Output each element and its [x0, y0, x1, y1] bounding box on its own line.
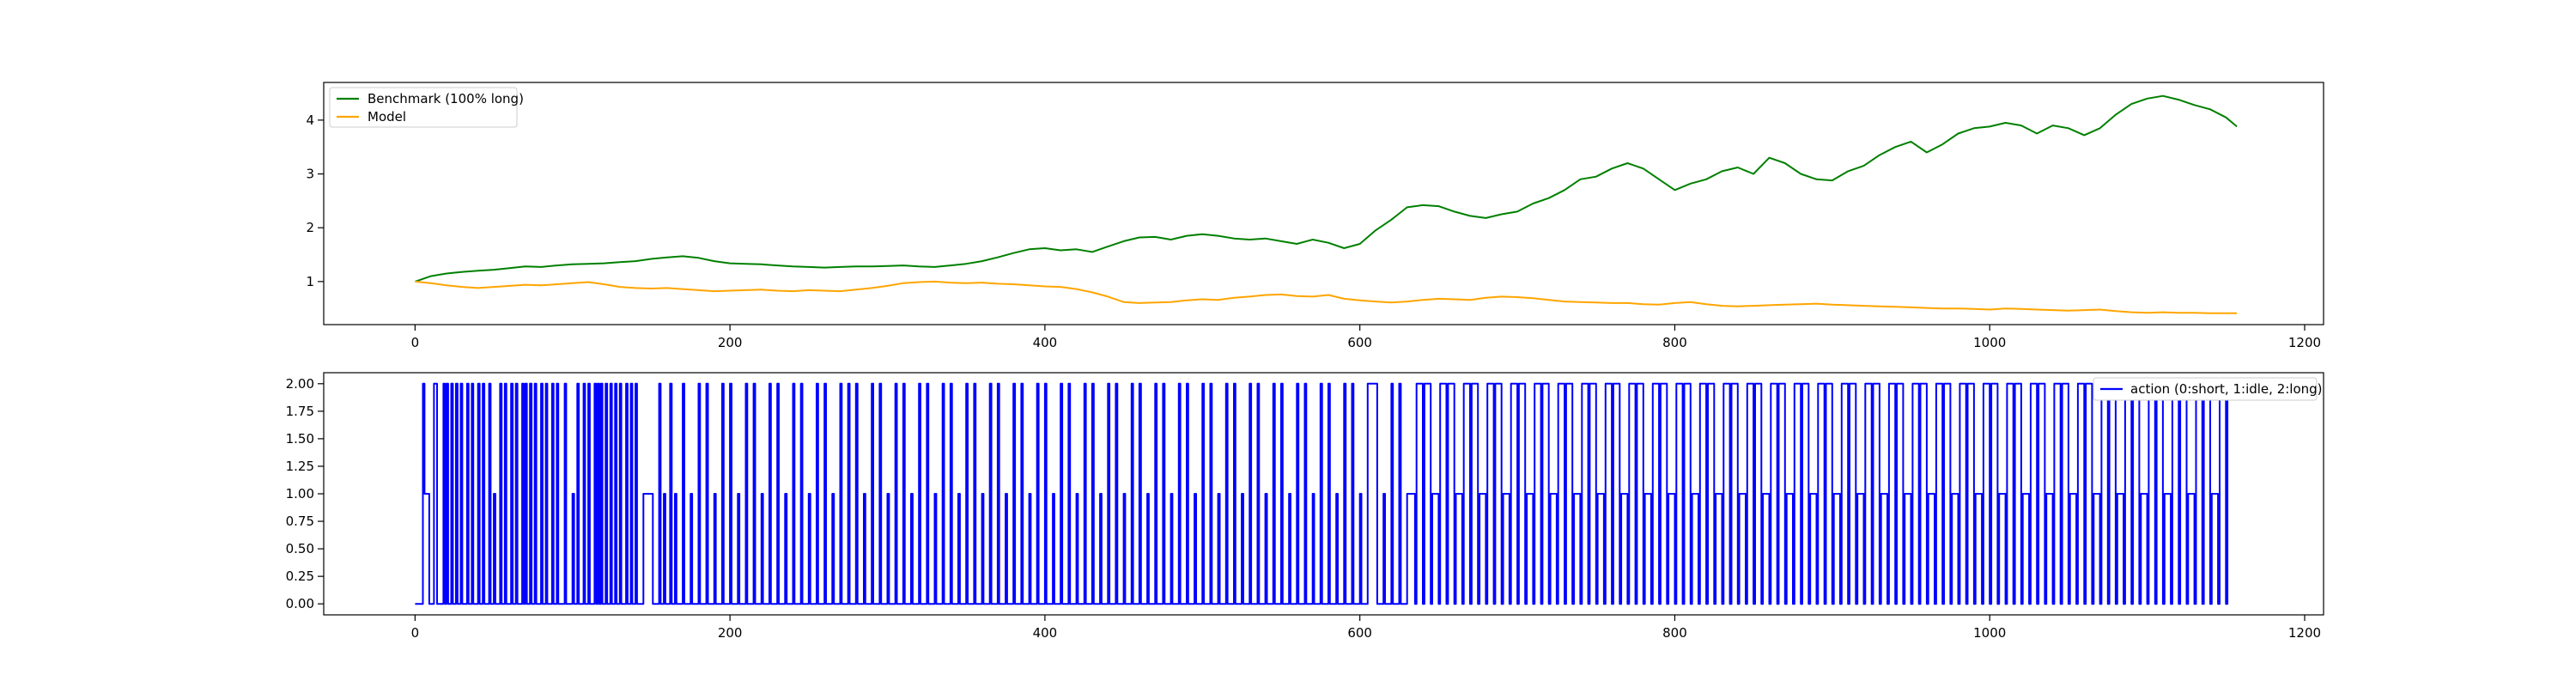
top-x-ticks: 0 200 400 600 800 1000 1200: [411, 325, 2321, 350]
legend-label-benchmark: Benchmark (100% long): [368, 91, 524, 106]
y-tick-label: 2.00: [286, 376, 314, 392]
x-tick-label: 0: [411, 625, 420, 641]
x-tick-label: 400: [1033, 335, 1058, 350]
x-tick-label: 1000: [1973, 335, 2006, 350]
y-tick-label: 0.75: [286, 514, 314, 529]
legend-label-model: Model: [368, 109, 406, 125]
y-tick-label: 3: [306, 167, 314, 182]
x-tick-label: 600: [1347, 625, 1372, 641]
x-tick-label: 800: [1662, 625, 1687, 641]
y-tick-label: 1.25: [286, 459, 314, 474]
y-tick-label: 4: [306, 112, 314, 128]
series-line-model: [415, 280, 2238, 314]
series-line-action-0-short-1-idle-2-long: [415, 382, 2238, 605]
bottom-axes-frame: [323, 372, 2324, 616]
x-tick-label: 0: [411, 335, 420, 350]
top-axes-frame: [323, 82, 2324, 325]
bottom-axes-action: 0.00 0.25 0.50 0.75 1.00 1.25 1.50 1.75 2.00 0 20…: [286, 372, 2324, 641]
top-legend-box: [329, 87, 518, 128]
x-tick-label: 1000: [1973, 625, 2006, 641]
x-tick-label: 200: [718, 625, 743, 641]
legend-label-action: action (0:short, 1:idle, 2:long): [2130, 381, 2323, 397]
bottom-y-ticks: 0.00 0.25 0.50 0.75 1.00 1.25 1.50 1.75 2.00: [286, 376, 324, 611]
bottom-x-ticks: 0 200 400 600 800 1000 1200: [411, 615, 2321, 641]
x-tick-label: 1200: [2288, 335, 2321, 350]
y-tick-label: 1.50: [286, 431, 314, 447]
top-y-ticks: 1 2 3 4: [306, 112, 324, 289]
y-tick-label: 1.00: [286, 486, 314, 502]
bottom-series-lines: [415, 382, 2238, 605]
x-tick-label: 600: [1347, 335, 1372, 350]
x-tick-label: 1200: [2288, 625, 2321, 641]
y-tick-label: 0.50: [286, 541, 314, 556]
x-tick-label: 400: [1033, 625, 1058, 641]
x-tick-label: 200: [718, 335, 743, 350]
bottom-legend: action (0:short, 1:idle, 2:long): [2093, 377, 2323, 401]
y-tick-label: 0.25: [286, 568, 314, 584]
top-axes-benchmark-vs-model: 1 2 3 4 0 200 400 600 800 1000 1200 Benchmark (10…: [306, 82, 2324, 350]
top-legend: Benchmark (100% long) Model: [329, 87, 524, 128]
y-tick-label: 1.75: [286, 404, 314, 419]
y-tick-label: 2: [306, 220, 314, 235]
y-tick-label: 1: [306, 274, 314, 289]
series-line-benchmark-100-long: [415, 94, 2238, 283]
y-tick-label: 0.00: [286, 596, 314, 611]
bottom-legend-box: [2093, 377, 2318, 401]
x-tick-label: 800: [1662, 335, 1687, 350]
top-series-lines: [415, 94, 2238, 314]
